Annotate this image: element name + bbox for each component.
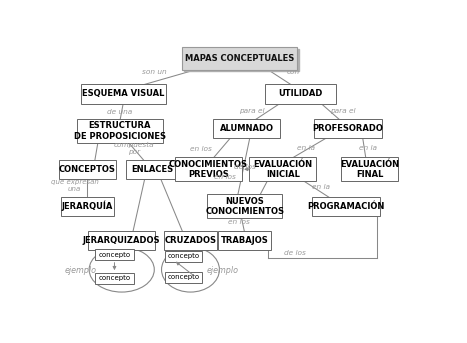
FancyBboxPatch shape [175, 157, 242, 181]
FancyBboxPatch shape [314, 119, 382, 138]
Text: de una: de una [107, 109, 133, 115]
Text: compuesta
por: compuesta por [114, 142, 155, 155]
FancyBboxPatch shape [94, 249, 134, 260]
Text: JERARQUIZADOS: JERARQUIZADOS [83, 236, 161, 245]
Text: ESQUEMA VISUAL: ESQUEMA VISUAL [82, 90, 165, 98]
FancyBboxPatch shape [213, 119, 280, 138]
FancyBboxPatch shape [219, 231, 271, 250]
FancyBboxPatch shape [88, 231, 156, 250]
Text: MAPAS CONCEPTUALES: MAPAS CONCEPTUALES [185, 54, 294, 63]
FancyBboxPatch shape [341, 157, 398, 181]
Text: CONOCIMIENTOS
PREVIOS: CONOCIMIENTOS PREVIOS [169, 159, 248, 179]
FancyBboxPatch shape [81, 84, 166, 104]
Text: concepto: concepto [99, 275, 131, 281]
Text: CRUZADOS: CRUZADOS [164, 236, 217, 245]
FancyBboxPatch shape [165, 251, 202, 262]
Text: ENLACES: ENLACES [131, 165, 174, 174]
Text: en la: en la [297, 145, 315, 151]
Text: con: con [287, 69, 300, 74]
Text: JERARQUÍA: JERARQUÍA [62, 201, 113, 212]
Text: de los: de los [284, 250, 306, 256]
Text: ejemplo: ejemplo [65, 265, 97, 275]
Text: de los: de los [234, 164, 256, 169]
FancyBboxPatch shape [94, 273, 134, 284]
FancyBboxPatch shape [165, 272, 202, 283]
FancyBboxPatch shape [249, 157, 317, 181]
Text: concepto: concepto [168, 253, 200, 259]
Text: PROFESORADO: PROFESORADO [312, 124, 383, 133]
Text: TRABAJOS: TRABAJOS [221, 236, 269, 245]
Text: EVALUACIÓN
INICIAL: EVALUACIÓN INICIAL [253, 159, 312, 179]
Text: en la: en la [312, 184, 330, 190]
Text: en la: en la [359, 145, 377, 151]
Text: PROGRAMACIÓN: PROGRAMACIÓN [307, 202, 385, 211]
Text: en los: en los [191, 146, 212, 152]
FancyBboxPatch shape [265, 84, 336, 104]
Text: UTILIDAD: UTILIDAD [279, 90, 323, 98]
Text: para el: para el [239, 108, 265, 114]
Text: para el: para el [330, 108, 355, 114]
FancyBboxPatch shape [164, 231, 217, 250]
FancyBboxPatch shape [77, 119, 163, 143]
Text: concepto: concepto [168, 274, 200, 280]
Text: EVALUACIÓN
FINAL: EVALUACIÓN FINAL [340, 159, 399, 179]
FancyBboxPatch shape [61, 197, 114, 216]
FancyBboxPatch shape [207, 194, 282, 218]
Text: ALUMNADO: ALUMNADO [219, 124, 274, 133]
Text: que expresan
una: que expresan una [51, 179, 99, 192]
FancyBboxPatch shape [182, 47, 297, 70]
Text: son un: son un [142, 69, 167, 74]
Text: CONCEPTOS: CONCEPTOS [59, 165, 116, 174]
Text: ejemplo: ejemplo [207, 265, 239, 275]
Text: NUEVOS
CONOCIMIENTOS: NUEVOS CONOCIMIENTOS [205, 197, 284, 216]
Text: en los: en los [214, 174, 236, 180]
FancyBboxPatch shape [126, 160, 179, 179]
FancyBboxPatch shape [184, 49, 299, 71]
FancyBboxPatch shape [59, 160, 115, 179]
FancyBboxPatch shape [312, 197, 380, 216]
Text: en los: en los [228, 219, 250, 225]
Text: ESTRUCTURA
DE PROPOSICIONES: ESTRUCTURA DE PROPOSICIONES [74, 121, 166, 141]
Text: concepto: concepto [99, 251, 131, 258]
